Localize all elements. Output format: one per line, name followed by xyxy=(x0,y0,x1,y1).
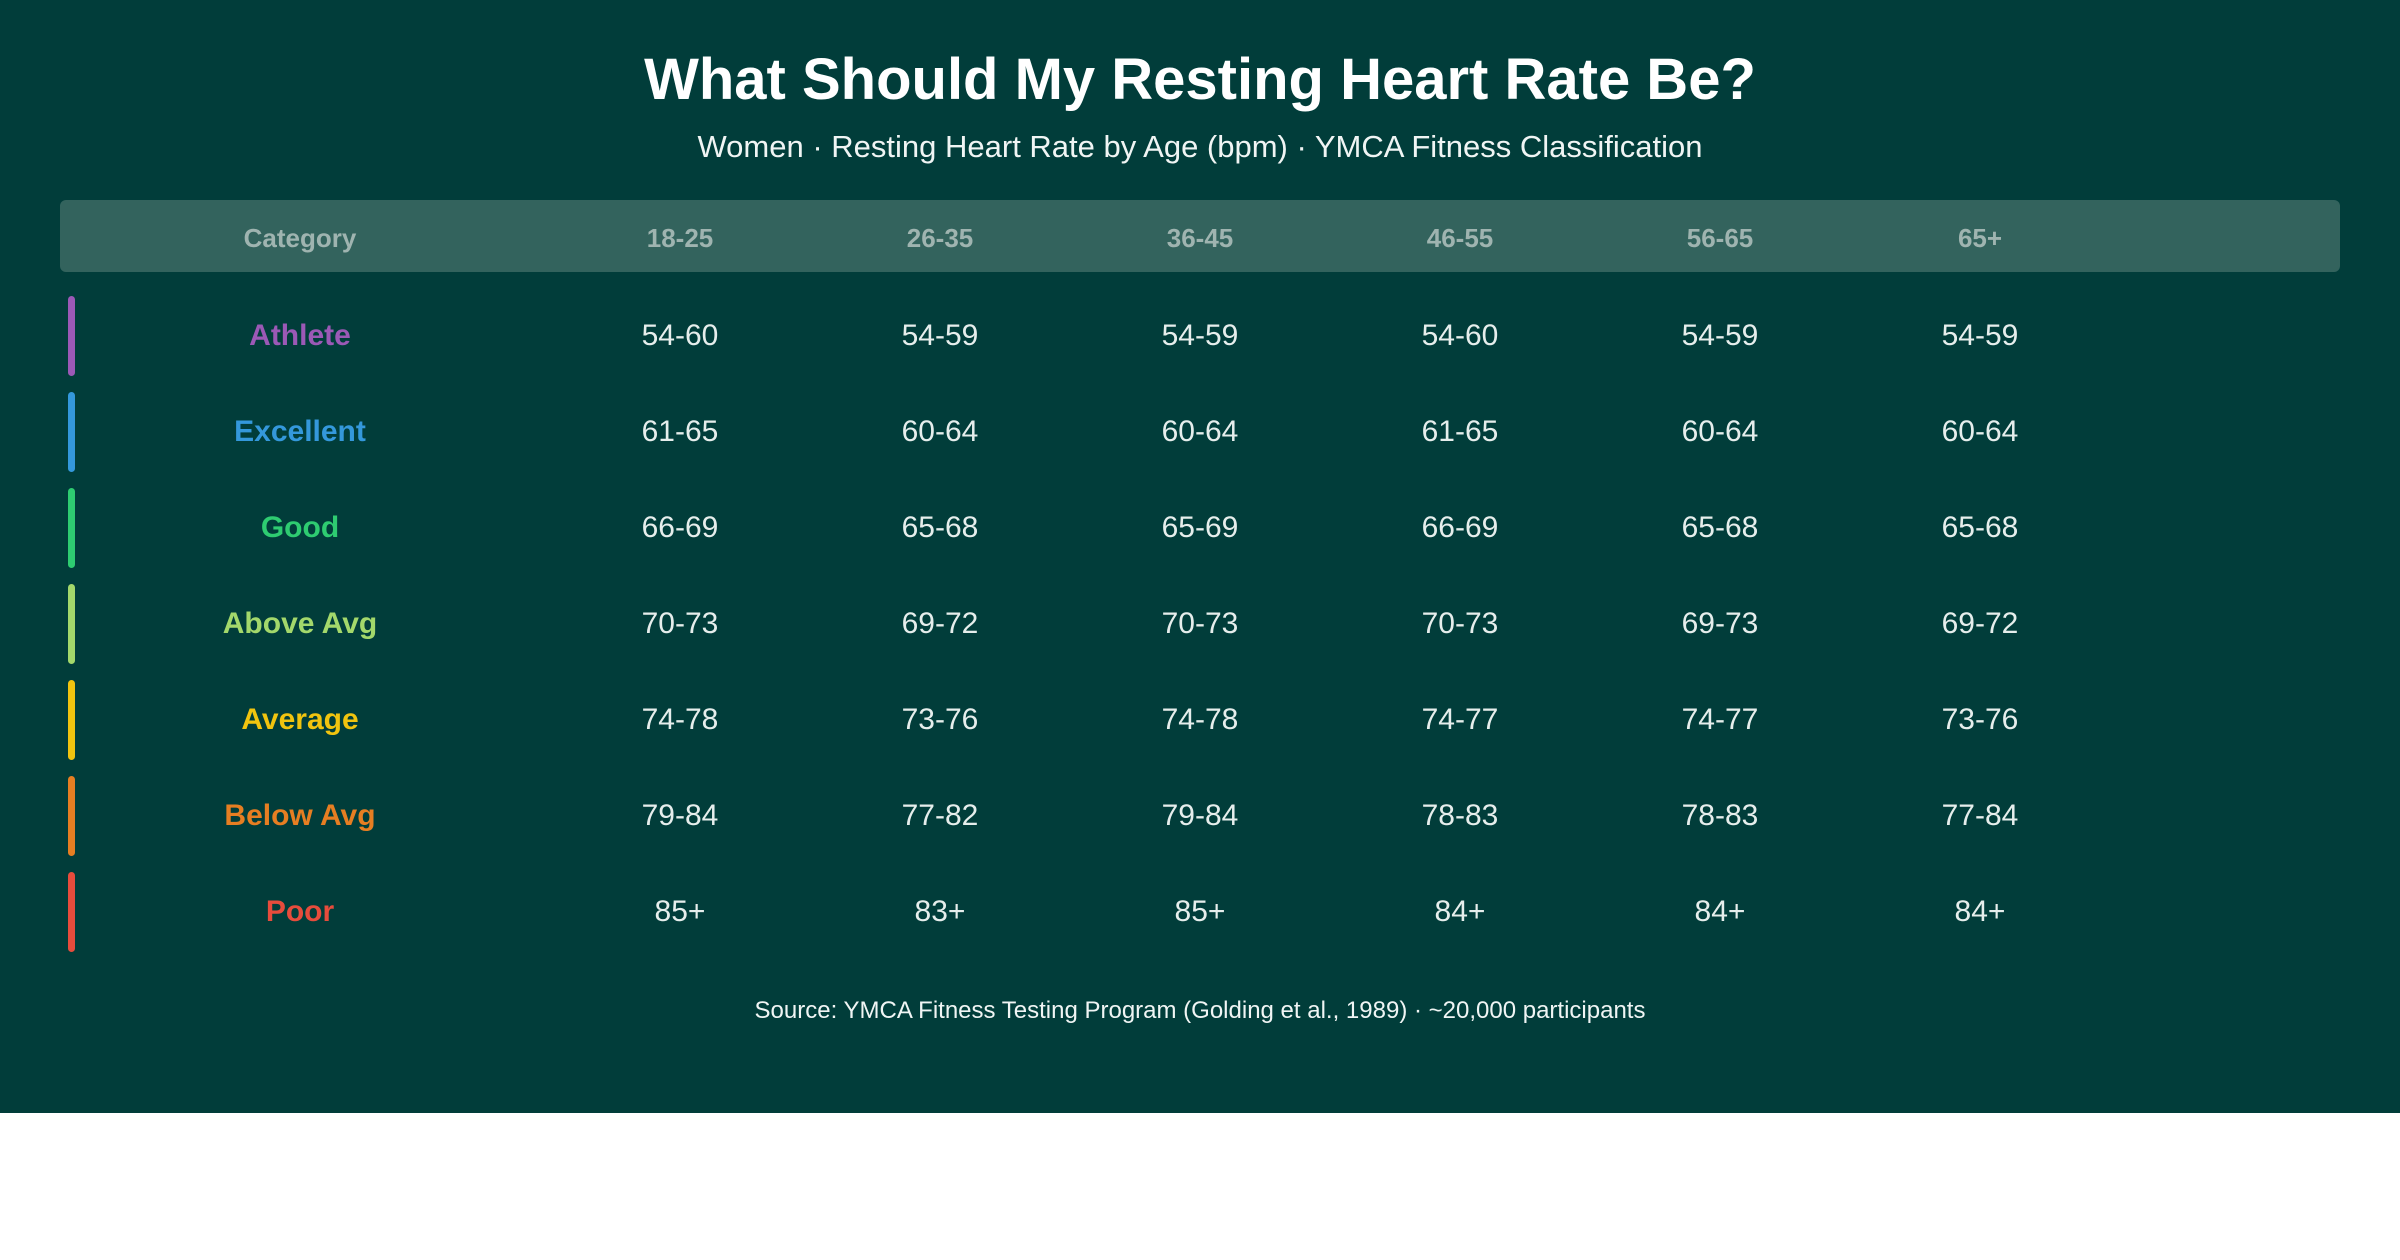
heart-rate-range-cell: 54-60 xyxy=(1421,319,1499,352)
heart-rate-range-cell: 77-82 xyxy=(901,799,979,832)
heart-rate-range-cell: 69-73 xyxy=(1681,607,1759,640)
heart-rate-range-cell: 78-83 xyxy=(1421,799,1499,832)
column-header-age: 46-55 xyxy=(1426,223,1494,253)
heart-rate-range-cell: 65-69 xyxy=(1161,511,1239,544)
heart-rate-range-cell: 60-64 xyxy=(1161,415,1239,448)
heart-rate-range-cell: 84+ xyxy=(1954,895,2006,928)
heart-rate-range-cell: 70-73 xyxy=(1421,607,1499,640)
heart-rate-range-cell: 60-64 xyxy=(901,415,979,448)
heart-rate-range-cell: 69-72 xyxy=(901,607,979,640)
chart-title: What Should My Resting Heart Rate Be? xyxy=(644,47,1756,112)
category-label: Average xyxy=(241,703,359,736)
table-row: Average 74-78 73-76 74-78 74-77 74-77 73-76 xyxy=(0,680,2400,760)
category-color-bar xyxy=(68,680,75,760)
heart-rate-range-cell: 66-69 xyxy=(641,511,719,544)
heart-rate-range-cell: 77-84 xyxy=(1941,799,2019,832)
table-header-bar xyxy=(60,200,2340,272)
heart-rate-range-cell: 85+ xyxy=(1174,895,1226,928)
heart-rate-range-cell: 84+ xyxy=(1694,895,1746,928)
heart-rate-range-cell: 74-78 xyxy=(641,703,719,736)
category-label: Good xyxy=(260,511,340,544)
source-note: Source: YMCA Fitness Testing Program (Go… xyxy=(754,997,1646,1024)
table-row: Above Avg 70-73 69-72 70-73 70-73 69-73 69-72 xyxy=(0,584,2400,664)
heart-rate-range-cell: 73-76 xyxy=(1941,703,2019,736)
heart-rate-range-cell: 79-84 xyxy=(1161,799,1239,832)
heart-rate-range-cell: 65-68 xyxy=(901,511,979,544)
column-header-category: Category xyxy=(243,223,357,253)
heart-rate-range-cell: 54-59 xyxy=(1161,319,1239,352)
heart-rate-range-cell: 65-68 xyxy=(1941,511,2019,544)
heart-rate-range-cell: 85+ xyxy=(654,895,706,928)
table-row: Poor 85+ 83+ 85+ 84+ 84+ 84+ xyxy=(0,872,2400,952)
table-row: Below Avg 79-84 77-82 79-84 78-83 78-83 77-84 xyxy=(0,776,2400,856)
category-color-bar xyxy=(68,872,75,952)
heart-rate-range-cell: 54-59 xyxy=(1681,319,1759,352)
heart-rate-range-cell: 74-77 xyxy=(1681,703,1759,736)
category-color-bar xyxy=(68,296,75,376)
heart-rate-range-cell: 74-78 xyxy=(1161,703,1239,736)
column-header-age: 36-45 xyxy=(1166,223,1234,253)
chart-subtitle: Women · Resting Heart Rate by Age (bpm) … xyxy=(697,129,1703,164)
heart-rate-range-cell: 54-59 xyxy=(1941,319,2019,352)
category-color-bar xyxy=(68,392,75,472)
heart-rate-range-cell: 79-84 xyxy=(641,799,719,832)
category-color-bar xyxy=(68,776,75,856)
heart-rate-range-cell: 70-73 xyxy=(1161,607,1239,640)
heart-rate-range-cell: 83+ xyxy=(914,895,966,928)
category-label: Poor xyxy=(265,895,335,928)
category-label: Excellent xyxy=(234,415,366,448)
table-row: Athlete 54-60 54-59 54-59 54-60 54-59 54-59 xyxy=(0,296,2400,376)
heart-rate-range-cell: 65-68 xyxy=(1681,511,1759,544)
column-header-age: 18-25 xyxy=(646,223,714,253)
heart-rate-range-cell: 78-83 xyxy=(1681,799,1759,832)
category-color-bar xyxy=(68,584,75,664)
heart-rate-range-cell: 60-64 xyxy=(1681,415,1759,448)
heart-rate-range-cell: 70-73 xyxy=(641,607,719,640)
heart-rate-range-cell: 61-65 xyxy=(1421,415,1499,448)
chart-panel: What Should My Resting Heart Rate Be? Wo… xyxy=(0,0,2400,1113)
heart-rate-range-cell: 54-59 xyxy=(901,319,979,352)
heart-rate-range-cell: 73-76 xyxy=(901,703,979,736)
table-row: Excellent 61-65 60-64 60-64 61-65 60-64 60-64 xyxy=(0,392,2400,472)
heart-rate-range-cell: 69-72 xyxy=(1941,607,2019,640)
category-color-bar xyxy=(68,488,75,568)
category-label: Below Avg xyxy=(224,799,376,832)
column-header-age: 26-35 xyxy=(906,223,974,253)
column-header-age: 56-65 xyxy=(1686,223,1754,253)
heart-rate-range-cell: 84+ xyxy=(1434,895,1486,928)
column-header-age: 65+ xyxy=(1957,223,2003,253)
heart-rate-range-cell: 60-64 xyxy=(1941,415,2019,448)
category-label: Above Avg xyxy=(222,607,378,640)
heart-rate-range-cell: 74-77 xyxy=(1421,703,1499,736)
category-label: Athlete xyxy=(249,319,351,352)
table-row: Good 66-69 65-68 65-69 66-69 65-68 65-68 xyxy=(0,488,2400,568)
heart-rate-range-cell: 66-69 xyxy=(1421,511,1499,544)
heart-rate-range-cell: 61-65 xyxy=(641,415,719,448)
heart-rate-range-cell: 54-60 xyxy=(641,319,719,352)
